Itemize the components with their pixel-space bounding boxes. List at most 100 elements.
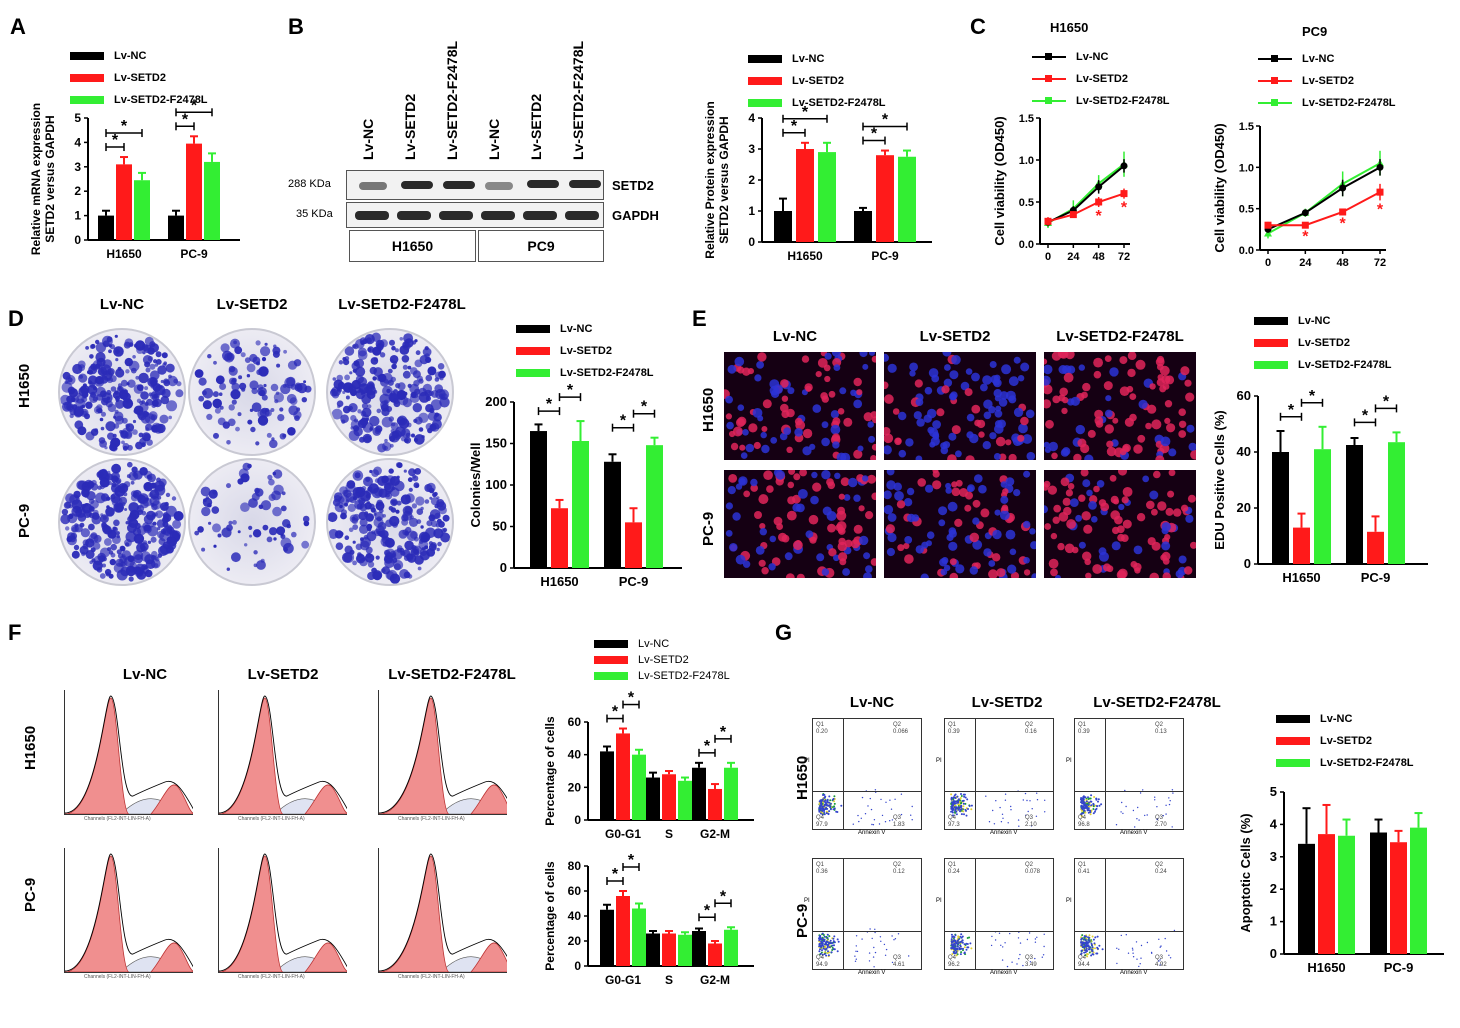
panel-label-d: D xyxy=(8,306,24,331)
legend-item: Lv-NC xyxy=(1320,713,1353,725)
significance-star: * xyxy=(802,104,809,121)
y-tick-label: 1.5 xyxy=(1239,121,1254,133)
x-tick-label: 72 xyxy=(1374,257,1386,269)
y-tick-label: 0.5 xyxy=(1019,197,1034,209)
bar xyxy=(692,767,706,820)
colony-dish xyxy=(326,328,454,456)
quadrant-label: 0.13 xyxy=(1155,729,1167,735)
flow-x-label: Annexin V xyxy=(858,970,886,976)
y-tick-label: 0 xyxy=(1244,556,1251,571)
significance-star: * xyxy=(628,852,635,869)
edu-image xyxy=(1044,470,1196,578)
legend-item: Lv-SETD2-F2478L xyxy=(638,670,730,682)
bar xyxy=(632,754,646,820)
significance-star: * xyxy=(612,704,619,721)
y-tick-label: 0 xyxy=(500,560,507,575)
y-axis-label: SETD2 versus GAPDH xyxy=(717,116,731,243)
bar xyxy=(708,788,722,820)
data-point xyxy=(1264,221,1272,229)
blot-gapdh xyxy=(346,202,604,228)
significance-star: * xyxy=(704,902,711,919)
legend-item: Lv-NC xyxy=(1298,315,1331,327)
quadrant-label: Q2 xyxy=(1155,862,1164,868)
significance-star: * xyxy=(121,118,128,135)
quadrant-label: Q3 xyxy=(1155,955,1164,961)
blot-group-pc9: PC9 xyxy=(478,230,604,262)
quadrant-label: 94.9 xyxy=(816,962,828,968)
y-tick-label: 200 xyxy=(485,394,507,409)
significance-star: * xyxy=(882,112,889,129)
quadrant-label: 0.066 xyxy=(893,729,909,735)
data-point xyxy=(1376,163,1384,171)
quadrant-label: Q1 xyxy=(948,862,957,868)
flow-y-label: PI xyxy=(1066,758,1072,764)
bar xyxy=(646,445,663,568)
bar xyxy=(1338,835,1355,954)
significance-star: * xyxy=(720,724,727,741)
quadrant-label: 0.39 xyxy=(1078,729,1090,735)
significance-star: * xyxy=(1383,393,1390,410)
significance-star: * xyxy=(1362,407,1369,424)
panel-label-g: G xyxy=(775,620,793,645)
panel-label-e: E xyxy=(692,306,707,331)
legend-item: Lv-SETD2-F2478L xyxy=(1320,757,1414,769)
y-tick-label: 3 xyxy=(74,160,81,174)
quadrant-label: Q1 xyxy=(816,862,825,868)
bar xyxy=(168,215,184,240)
chart-title-pc9: PC9 xyxy=(1302,24,1328,39)
panel-label-b: B xyxy=(288,14,304,39)
data-point xyxy=(1120,190,1128,198)
quadrant-label: 3.49 xyxy=(1025,962,1037,968)
significance-star: * xyxy=(1377,201,1384,218)
flow-x-label: Annexin V xyxy=(858,830,886,836)
quadrant-label: Q3 xyxy=(893,815,902,821)
bar xyxy=(724,767,738,820)
legend-item: Lv-SETD2-F2478L xyxy=(114,94,208,106)
legend-item: Lv-NC xyxy=(792,53,825,65)
significance-star: * xyxy=(791,118,798,135)
flow-plot: Q1 0.20 Q2 0.066 Q4 97.9 Q3 1.83 xyxy=(812,718,922,830)
x-category-label: PC-9 xyxy=(1361,570,1391,585)
y-axis-label: Colonies/Well xyxy=(468,443,483,528)
y-axis-label: EDU Positive Cells (%) xyxy=(1212,410,1227,549)
quadrant-label: 2.10 xyxy=(1025,822,1037,828)
bar xyxy=(116,164,132,240)
bar xyxy=(1314,449,1331,564)
legend-a: Lv-NC Lv-SETD2 Lv-SETD2-F2478L xyxy=(70,45,208,111)
significance-star: * xyxy=(620,413,627,430)
significance-star: * xyxy=(1121,200,1128,217)
significance-star: * xyxy=(720,888,727,905)
quadrant-label: 0.24 xyxy=(948,869,960,875)
histogram-axis-label: Channels (FL2-INT-LIN-FH-A) xyxy=(238,974,305,980)
y-axis-label: Apoptotic Cells (%) xyxy=(1238,813,1253,932)
quadrant-label: 96.8 xyxy=(1078,822,1090,828)
col-title-setd2: Lv-SETD2 xyxy=(216,296,288,313)
y-tick-label: 40 xyxy=(1237,444,1251,459)
significance-star: * xyxy=(567,382,574,399)
quadrant-label: 4.92 xyxy=(1155,962,1167,968)
data-point xyxy=(1264,229,1272,237)
legend-c1: Lv-NC Lv-SETD2 Lv-SETD2-F2478L xyxy=(1032,46,1170,112)
y-axis-label: Percentage of cells xyxy=(543,716,557,826)
y-axis-label: Cell viability (OD450) xyxy=(992,116,1007,245)
bar xyxy=(1298,843,1315,954)
significance-star: * xyxy=(612,866,619,883)
y-tick-label: 60 xyxy=(1237,388,1251,403)
significance-star: * xyxy=(1340,215,1347,232)
series-line xyxy=(1267,162,1381,235)
histogram-axis-label: Channels (FL2-INT-LIN-FH-A) xyxy=(238,816,305,822)
quadrant-label: 0.39 xyxy=(948,729,960,735)
significance-star: * xyxy=(1096,208,1103,225)
flow-plot: Q1 0.36 Q2 0.12 Q4 94.9 Q3 4.61 xyxy=(812,858,922,970)
legend-item: Lv-SETD2 xyxy=(638,654,689,666)
quadrant-label: 1.83 xyxy=(893,822,905,828)
y-tick-label: 40 xyxy=(568,748,582,762)
x-category-label: H1650 xyxy=(1282,570,1320,585)
data-point xyxy=(1120,162,1128,170)
bar xyxy=(616,733,630,820)
legend-c2: Lv-NC Lv-SETD2 Lv-SETD2-F2478L xyxy=(1258,48,1396,114)
significance-star: * xyxy=(704,738,711,755)
mw-label-35: 35 KDa xyxy=(296,208,333,220)
quadrant-label: Q4 xyxy=(948,955,957,961)
bar xyxy=(724,929,738,966)
